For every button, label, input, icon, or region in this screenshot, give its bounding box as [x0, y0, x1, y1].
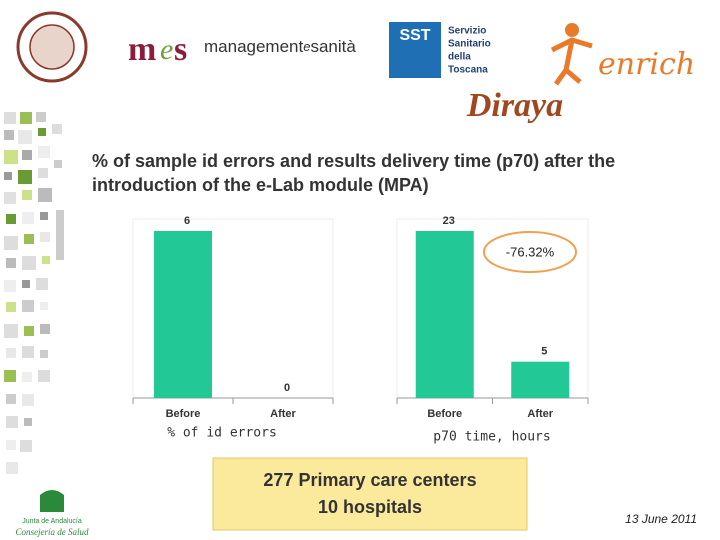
data-label: 5 [541, 346, 547, 358]
seal-logo [16, 11, 88, 83]
mes-word: management [204, 37, 304, 56]
mes-word: e [303, 39, 310, 54]
x-tick-label: After [527, 408, 553, 420]
footer-org: Consejería de Salud [16, 527, 89, 537]
data-label: 6 [184, 215, 190, 227]
summary-text: 277 Primary care centers [263, 470, 476, 490]
mes-mark: m [128, 31, 156, 68]
x-axis-label: % of id errors [167, 426, 277, 441]
summary-text: 10 hospitals [318, 497, 422, 517]
slide-title: introduction of the e-Lab module (MPA) [92, 175, 429, 195]
sst-line: Toscana [448, 65, 488, 76]
bar [415, 231, 474, 398]
enrich-figure [550, 37, 593, 86]
data-label: 23 [443, 215, 455, 227]
sst-logo [389, 22, 441, 78]
mes-name: managementesanità [204, 37, 356, 56]
mes-mark: e [160, 33, 173, 66]
x-tick-label: Before [427, 408, 462, 420]
sst-line: Servizio [448, 26, 486, 37]
bar [511, 361, 570, 398]
bar [154, 231, 212, 398]
data-label: 0 [284, 382, 290, 394]
enrich-name: enrich [598, 47, 695, 82]
summary-box [212, 457, 528, 531]
x-axis-label: p70 time, hours [433, 430, 550, 445]
sst-line: della [448, 52, 471, 63]
x-tick-label: After [270, 408, 296, 420]
footer-date: 13 June 2011 [625, 512, 697, 526]
andalucia-logo [40, 490, 64, 512]
mes-word: sanità [310, 37, 356, 56]
slide-title: % of sample id errors and results delive… [92, 151, 615, 171]
sst-mark: SST [399, 27, 430, 44]
x-tick-label: Before [166, 408, 201, 420]
decoration [4, 112, 64, 474]
footer-org: Junta de Andalucía [22, 518, 82, 525]
enrich-figure [565, 23, 579, 37]
brand: Diraya [466, 87, 563, 124]
mes-mark: s [174, 31, 187, 68]
seal-logo-inner [29, 24, 75, 70]
annotation-ellipse [483, 231, 577, 273]
sst-line: Sanitario [448, 39, 491, 50]
annotation: -76.32% [506, 244, 555, 259]
